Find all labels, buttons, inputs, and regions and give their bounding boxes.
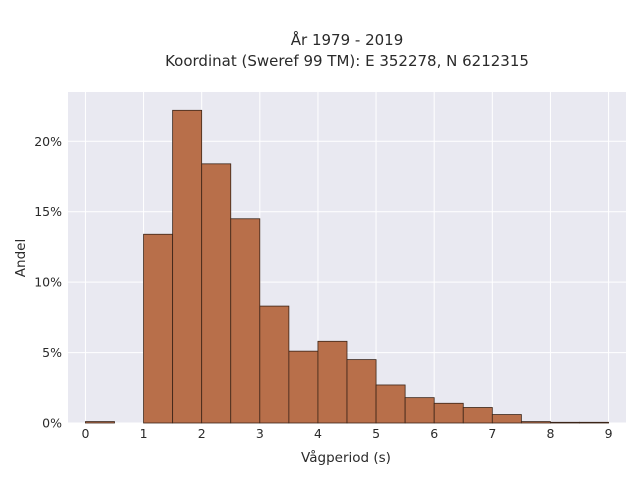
y-tick-label: 10% — [34, 275, 62, 290]
histogram-bar — [201, 163, 232, 424]
histogram-bar — [346, 359, 377, 424]
histogram-bar — [288, 350, 319, 424]
histogram-bar — [520, 421, 551, 424]
histogram-bar — [550, 421, 580, 424]
histogram-bar — [230, 218, 261, 424]
x-tick-label: 7 — [488, 426, 496, 441]
y-tick-label: 20% — [34, 134, 62, 149]
x-tick-label: 4 — [314, 426, 322, 441]
bars — [85, 109, 609, 424]
histogram-bar — [85, 421, 115, 424]
histogram-bar — [433, 402, 464, 424]
x-tick-label: 5 — [372, 426, 380, 441]
histogram-bar — [143, 233, 174, 424]
y-axis-label: Andel — [13, 239, 29, 277]
histogram-bar — [375, 384, 406, 424]
chart-title-line2: Koordinat (Sweref 99 TM): E 352278, N 62… — [165, 52, 529, 70]
histogram-bar — [462, 407, 493, 424]
histogram-bar — [317, 340, 348, 424]
x-tick-label: 8 — [546, 426, 554, 441]
histogram-bar — [491, 414, 522, 424]
y-axis-ticks: 0% 5% 10% 15% 20% — [34, 134, 62, 431]
x-tick-label: 3 — [256, 426, 264, 441]
histogram-bar — [404, 397, 435, 424]
x-tick-label: 1 — [140, 426, 148, 441]
y-tick-label: 0% — [42, 416, 62, 431]
x-axis-ticks: 0 1 2 3 4 5 6 7 8 9 — [81, 426, 612, 441]
y-tick-label: 15% — [34, 204, 62, 219]
x-tick-label: 2 — [198, 426, 206, 441]
x-tick-label: 9 — [605, 426, 613, 441]
histogram-bar — [579, 421, 609, 424]
x-tick-label: 6 — [430, 426, 438, 441]
x-axis-label: Vågperiod (s) — [301, 449, 391, 466]
x-tick-label: 0 — [81, 426, 89, 441]
chart-title-line1: År 1979 - 2019 — [291, 30, 404, 49]
y-tick-label: 5% — [42, 345, 62, 360]
histogram-bar — [172, 109, 203, 424]
histogram-bar — [259, 305, 290, 424]
